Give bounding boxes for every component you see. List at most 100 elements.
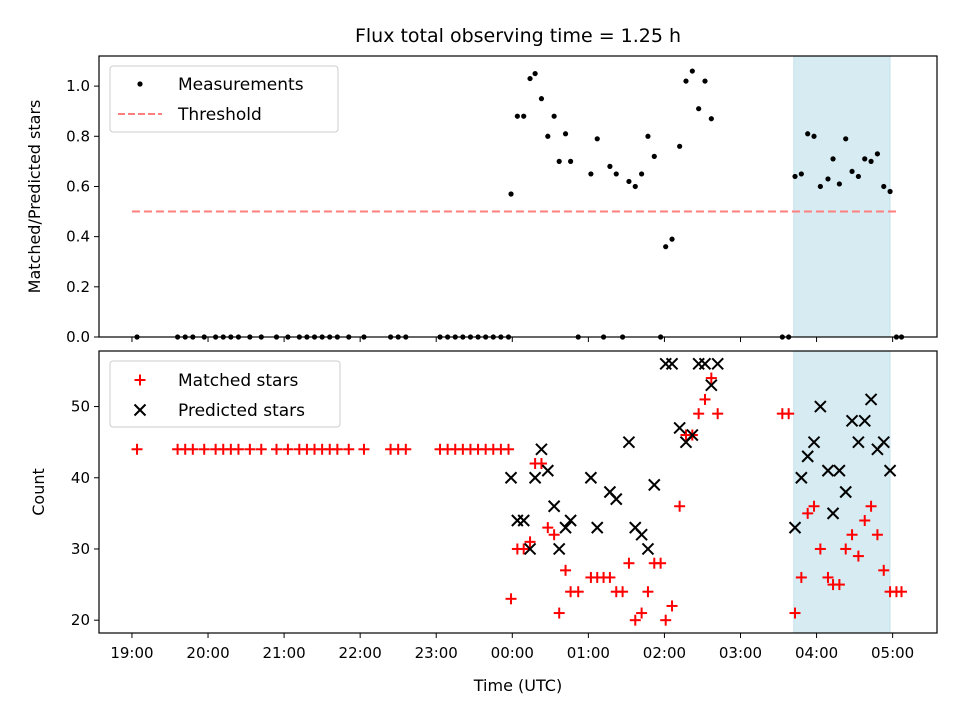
legend-box-top <box>109 65 339 133</box>
measurement-point <box>663 244 669 250</box>
matched-star-point <box>553 607 565 619</box>
ratio-y-tick-label: 0.6 <box>66 177 90 195</box>
matched-star-point <box>548 529 560 541</box>
matched-star-point <box>282 443 294 455</box>
predicted-star-point <box>673 421 686 435</box>
predicted-star-point <box>826 507 840 520</box>
matched-star-point <box>255 443 267 455</box>
measurement-point <box>651 153 657 159</box>
matched-star-point <box>833 579 845 591</box>
matched-star-point <box>270 443 282 455</box>
x-tick-label: 01:00 <box>567 644 610 662</box>
measurement-point <box>677 143 683 149</box>
legend-label-predicted: Predicted stars <box>178 401 305 421</box>
matched-star-point <box>814 543 826 555</box>
matched-star-point <box>666 600 678 612</box>
matched-star-point <box>802 507 814 519</box>
x-tick-label: 03:00 <box>719 644 762 662</box>
measurement-point <box>874 151 881 157</box>
measurement-point <box>830 156 836 162</box>
measurement-point <box>538 96 545 102</box>
matched-star-point <box>795 571 807 583</box>
legend-x-glyph <box>133 403 147 417</box>
measurement-point <box>855 173 861 180</box>
measurement-point <box>689 68 695 74</box>
legend-label-measurements: Measurements <box>178 75 304 95</box>
predicted-star-point <box>535 443 548 456</box>
predicted-star-point <box>858 414 871 427</box>
measurement-point <box>825 176 831 182</box>
matched-star-point <box>198 443 210 455</box>
matched-star-point <box>535 458 547 470</box>
chart-title: Flux total observing time = 1.25 h <box>355 25 681 47</box>
x-axis-label: Time (UTC) <box>473 676 562 695</box>
measurement-point <box>849 168 855 175</box>
predicted-star-point <box>610 492 623 506</box>
measurement-point <box>521 113 527 119</box>
matched-star-point <box>629 614 641 626</box>
measurement-point <box>632 183 638 190</box>
predicted-star-point <box>833 464 846 477</box>
matched-star-point <box>617 586 629 598</box>
predicted-star-point <box>559 521 572 534</box>
plot-frame-top <box>98 55 938 338</box>
matched-star-point <box>859 514 871 526</box>
matched-star-point <box>878 564 890 576</box>
matched-star-point <box>674 500 686 512</box>
matched-star-point <box>502 443 514 455</box>
predicted-star-point <box>705 378 718 392</box>
legend-marker-matched <box>134 374 146 386</box>
measurement-point <box>588 171 594 177</box>
measurement-point <box>626 178 632 185</box>
matched-star-point <box>840 543 852 555</box>
predicted-star-point <box>547 500 561 513</box>
matched-star-point <box>358 443 370 455</box>
measurement-point <box>568 158 574 164</box>
observing-window-span <box>793 350 891 634</box>
measurement-point <box>645 133 651 139</box>
ratio-y-tick-label: 0.8 <box>66 127 90 145</box>
ratio-y-tick-label: 0.2 <box>66 278 90 296</box>
matched-star-point <box>693 408 705 420</box>
measurement-point <box>811 133 817 139</box>
predicted-star-point <box>807 435 821 449</box>
measurement-point <box>792 173 798 180</box>
x-tick-label: 19:00 <box>110 644 153 662</box>
ratio-y-tick-label: 0.0 <box>66 328 90 346</box>
measurement-point <box>881 183 887 190</box>
count-y-tick-label: 30 <box>71 540 90 558</box>
legend-box-bottom <box>109 360 341 428</box>
measurement-point <box>862 156 868 162</box>
matched-star-point <box>542 522 554 534</box>
matched-star-point <box>789 607 801 619</box>
matched-star-point <box>131 443 143 455</box>
measurement-point <box>868 158 874 164</box>
measurement-point <box>594 136 600 142</box>
measurement-point <box>798 171 804 177</box>
predicted-star-point <box>648 478 661 492</box>
matched-star-point <box>808 500 820 512</box>
legend-plus-glyph <box>134 374 146 386</box>
predicted-star-point <box>883 464 897 477</box>
x-tick-label: 00:00 <box>491 644 534 662</box>
predicted-star-point <box>814 400 827 413</box>
predicted-star-point <box>635 528 648 541</box>
matched-star-point <box>655 557 667 569</box>
x-tick-label: 02:00 <box>643 644 686 662</box>
measurement-point <box>805 131 811 137</box>
matched-star-point <box>846 529 858 541</box>
predicted-star-point <box>517 514 530 527</box>
measurement-point <box>843 136 849 142</box>
legend-marker-measurements <box>137 81 143 87</box>
matched-star-point <box>712 408 724 420</box>
measurement-point <box>562 131 569 137</box>
measurement-point <box>514 113 520 119</box>
measurement-point <box>551 113 557 119</box>
predicted-star-point <box>552 542 566 556</box>
matched-star-point <box>636 607 648 619</box>
predicted-star-point <box>665 357 679 371</box>
legend-label-threshold: Threshold <box>177 105 262 125</box>
count-y-tick-label: 40 <box>71 469 90 487</box>
count-y-tick-label: 20 <box>71 611 90 629</box>
legend-bottom: Matched stars Predicted stars <box>109 360 341 428</box>
